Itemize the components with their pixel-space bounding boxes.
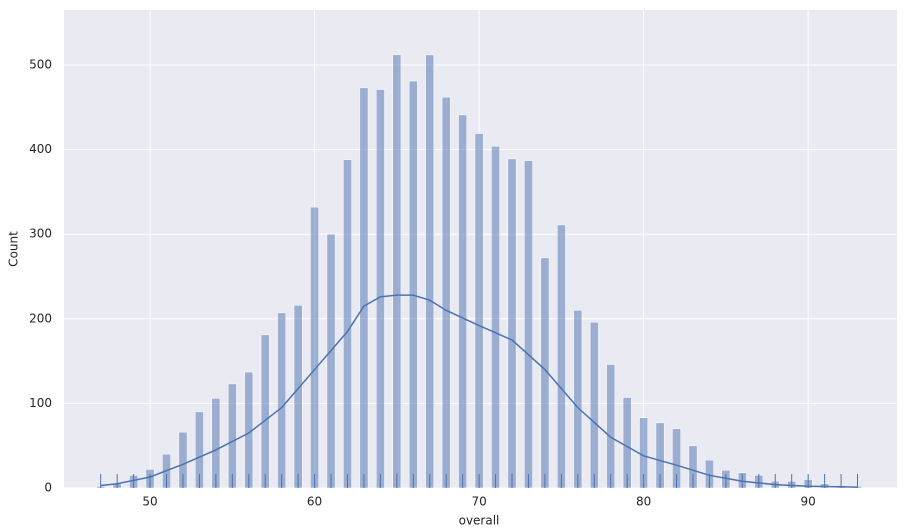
y-tick-label: 400 (29, 142, 52, 156)
bar (326, 233, 336, 489)
y-tick-label: 200 (29, 311, 52, 325)
bar (524, 160, 533, 489)
bar (441, 96, 451, 489)
x-tick-label: 80 (636, 495, 651, 509)
y-axis-label: Count (7, 231, 21, 267)
y-tick-label: 500 (29, 57, 52, 71)
bar (408, 80, 418, 489)
bar (474, 133, 484, 489)
bar (343, 159, 352, 489)
bar (376, 89, 385, 489)
x-tick-label: 90 (801, 495, 816, 509)
bar (310, 206, 319, 489)
x-tick-label: 60 (307, 495, 322, 509)
x-axis-label: overall (459, 514, 500, 528)
x-tick-label: 70 (471, 495, 486, 509)
bar (425, 54, 435, 489)
bar (277, 312, 287, 489)
bar (293, 305, 303, 489)
bar (491, 145, 500, 489)
y-tick-label: 0 (44, 481, 52, 495)
bar (589, 321, 599, 489)
bar (260, 334, 270, 489)
bar (359, 87, 369, 489)
kde-line (100, 294, 858, 488)
bar (573, 310, 583, 489)
bar (606, 364, 616, 489)
bar (507, 158, 517, 489)
bar (458, 114, 468, 489)
y-tick-label: 300 (29, 227, 52, 241)
bar (392, 54, 402, 489)
y-tick-label: 100 (29, 396, 52, 410)
x-tick-label: 50 (142, 495, 157, 509)
bar (557, 224, 566, 489)
bar (227, 383, 237, 489)
